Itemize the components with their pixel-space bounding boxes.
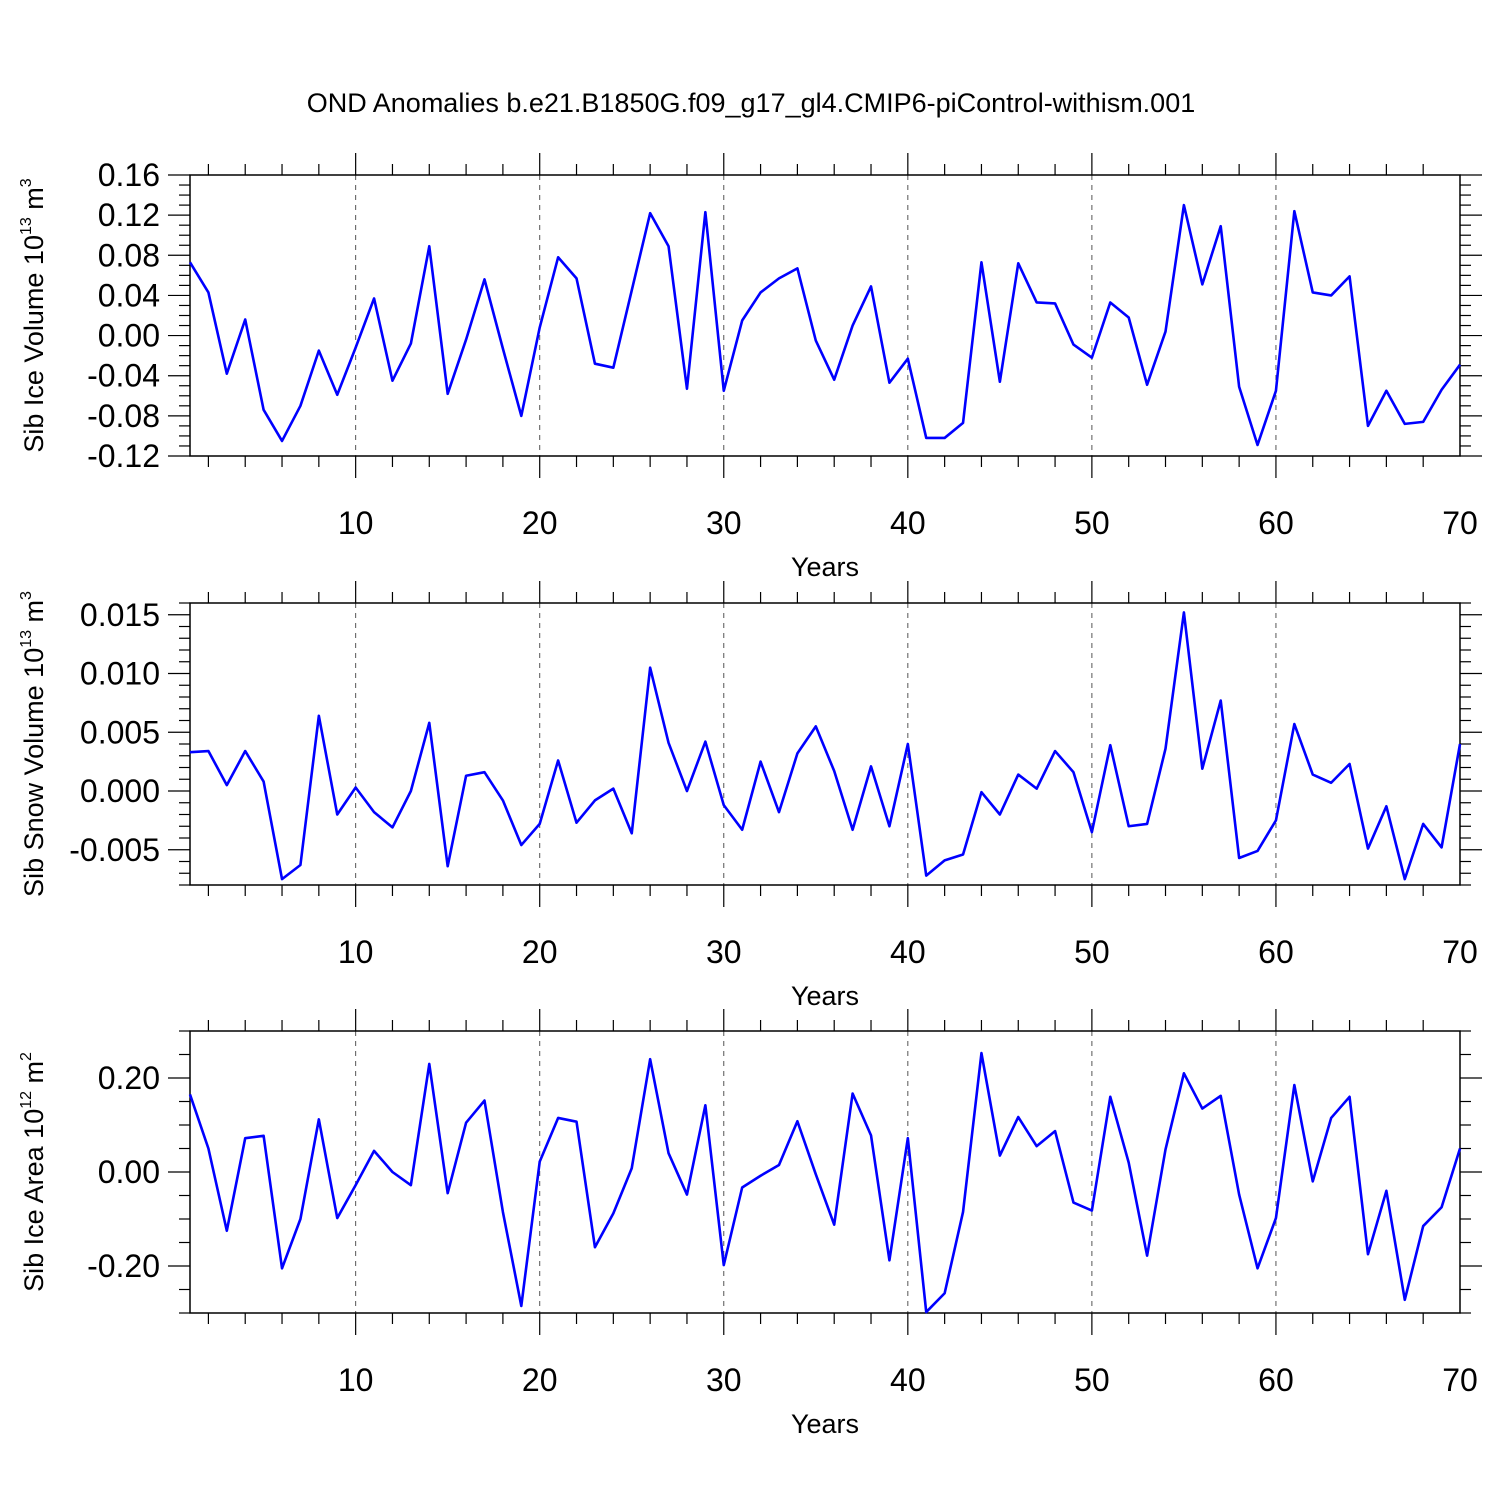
x-tick-label: 60 [1258, 505, 1294, 541]
y-tick-label: 0.00 [98, 1154, 160, 1190]
y-tick-label: 0.015 [80, 597, 160, 633]
y-axis-label: Sib Ice Area 1012 m2 [18, 1052, 49, 1292]
y-axis-label-exponent: 13 [18, 630, 35, 648]
y-axis-label-text: Sib Snow Volume 10 [19, 648, 49, 897]
y-axis-label-unit-exponent: 2 [18, 1052, 35, 1061]
y-tick-label: -0.08 [87, 398, 160, 434]
x-tick-label: 40 [890, 934, 926, 970]
y-tick-label: 0.20 [98, 1060, 160, 1096]
y-axis-label-unit: m [19, 1061, 49, 1091]
y-tick-label: 0.04 [98, 277, 160, 313]
y-axis-label: Sib Ice Volume 1013 m3 [18, 178, 49, 452]
x-tick-label: 10 [338, 505, 374, 541]
x-tick-label: 60 [1258, 1362, 1294, 1398]
x-tick-label: 50 [1074, 934, 1110, 970]
figure-title: OND Anomalies b.e21.B1850G.f09_g17_gl4.C… [307, 88, 1195, 118]
y-tick-label: 0.08 [98, 237, 160, 273]
plot-frame [189, 1030, 1461, 1314]
series-line [188, 1051, 1462, 1314]
series-line [188, 203, 1462, 447]
x-tick-label: 20 [522, 505, 558, 541]
y-tick-label: -0.04 [87, 358, 160, 394]
y-axis-label-unit: m [19, 187, 49, 217]
series-line [189, 611, 1462, 881]
plot-frame [189, 602, 1461, 886]
y-tick-label: 0.010 [80, 656, 160, 692]
x-tick-label: 70 [1442, 934, 1478, 970]
y-tick-label: 0.16 [98, 157, 160, 193]
x-tick-label: 40 [890, 1362, 926, 1398]
x-axis-label: Years [791, 1409, 859, 1439]
x-tick-label: 40 [890, 505, 926, 541]
y-tick-label: 0.00 [98, 318, 160, 354]
y-tick-label: 0.000 [80, 773, 160, 809]
panel-2: 10 20 30 40 50 60 70 -0.005 0.000 0.005 0.010 0.015… [18, 581, 1482, 1011]
panels: 10 20 30 40 50 60 70 -0.12 -0.08 -0.04 0.00 0.04 0.0… [18, 153, 1482, 1439]
y-tick-label: -0.005 [69, 832, 160, 868]
y-axis-label-unit-exponent: 3 [18, 591, 35, 600]
x-tick-label: 70 [1442, 1362, 1478, 1398]
x-tick-label: 30 [706, 934, 742, 970]
plot-frame [189, 174, 1461, 457]
x-tick-label: 10 [338, 934, 374, 970]
y-axis-label-unit-exponent: 3 [18, 178, 35, 187]
x-tick-label: 60 [1258, 934, 1294, 970]
x-tick-label: 50 [1074, 505, 1110, 541]
y-axis-label-text: Sib Ice Volume 10 [19, 235, 49, 453]
y-axis-label-exponent: 12 [18, 1091, 35, 1109]
panel-1: 10 20 30 40 50 60 70 -0.12 -0.08 -0.04 0.00 0.04 0.0… [18, 153, 1482, 582]
y-tick-label: 0.005 [80, 714, 160, 750]
x-tick-label: 20 [522, 934, 558, 970]
y-axis-label-exponent: 13 [18, 217, 35, 235]
x-tick-label: 30 [706, 505, 742, 541]
x-tick-label: 50 [1074, 1362, 1110, 1398]
panel-3: 10 20 30 40 50 60 70 -0.20 0.00 0.20 Years Sib Ice … [18, 1009, 1482, 1439]
y-tick-label: -0.20 [87, 1248, 160, 1284]
x-axis-label: Years [791, 552, 859, 582]
x-tick-label: 10 [338, 1362, 374, 1398]
x-tick-label: 30 [706, 1362, 742, 1398]
x-tick-label: 20 [522, 1362, 558, 1398]
y-axis-label-text: Sib Ice Area 10 [19, 1109, 49, 1292]
x-axis-label: Years [791, 981, 859, 1011]
y-axis-label-unit: m [19, 600, 49, 630]
y-tick-label: 0.12 [98, 197, 160, 233]
y-tick-label: -0.12 [87, 438, 160, 474]
y-axis-label: Sib Snow Volume 1013 m3 [18, 591, 49, 897]
x-tick-label: 70 [1442, 505, 1478, 541]
